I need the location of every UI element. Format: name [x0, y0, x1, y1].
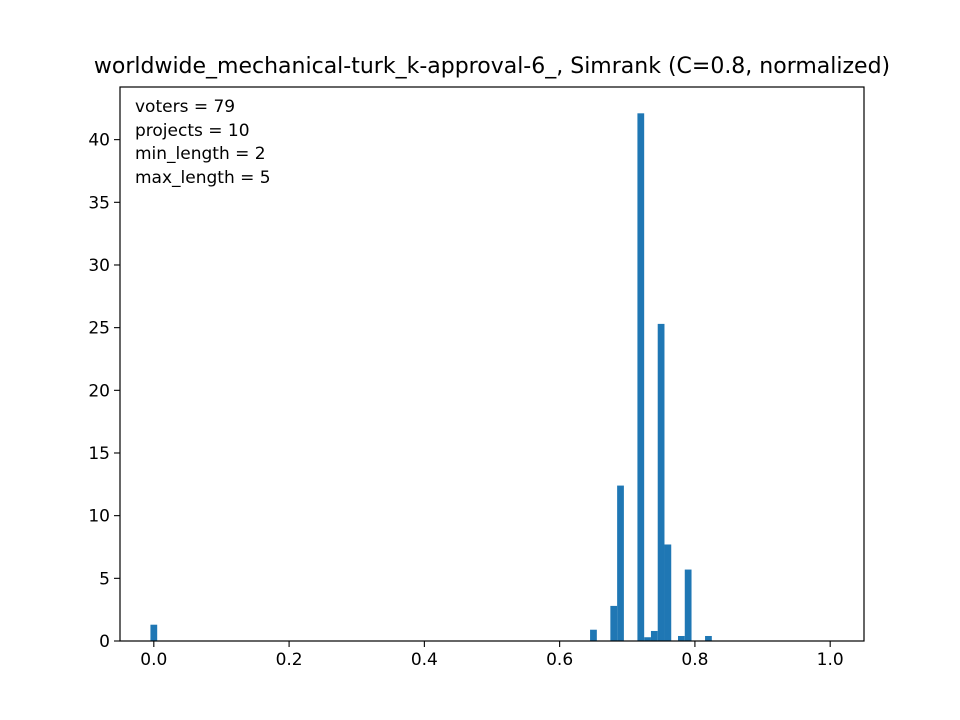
x-tick-label: 0.8	[681, 650, 708, 670]
chart-title: worldwide_mechanical-turk_k-approval-6_,…	[94, 54, 890, 79]
histogram-bar	[617, 485, 624, 641]
x-tick-label: 0.4	[411, 650, 438, 670]
plot-area-frame	[119, 86, 865, 642]
y-tick-label: 30	[88, 256, 110, 276]
annotation-min-length: min_length = 2	[135, 144, 266, 164]
histogram-bar	[590, 629, 597, 641]
y-tick-label: 15	[88, 444, 110, 464]
x-tick-label: 1.0	[817, 650, 844, 670]
y-tick-label: 25	[88, 319, 110, 339]
annotation-max-length: max_length = 5	[135, 168, 271, 188]
histogram-bar	[150, 624, 158, 641]
histogram-bar	[678, 635, 685, 641]
x-tick-label: 0.6	[546, 650, 573, 670]
histogram-bar	[684, 569, 692, 641]
annotation-voters: voters = 79	[135, 97, 235, 117]
y-tick-label: 5	[99, 569, 110, 589]
histogram-bar	[644, 637, 651, 641]
y-tick-label: 0	[99, 632, 110, 652]
y-tick-label: 10	[88, 507, 110, 527]
y-tick-label: 35	[88, 193, 110, 213]
y-tick-label: 40	[88, 131, 110, 151]
histogram-bar	[664, 544, 672, 641]
x-tick-label: 0.2	[276, 650, 303, 670]
y-tick-label: 20	[88, 381, 110, 401]
histogram-bar	[705, 635, 712, 641]
x-axis-ticks: 0.0 0.2 0.4 0.6 0.8 1.0	[140, 641, 844, 670]
histogram-bar	[610, 605, 618, 641]
histogram-bar	[657, 323, 665, 641]
annotation-projects: projects = 10	[135, 121, 250, 141]
y-axis-ticks: 0 5 10 15 20 25 30 35 40	[88, 131, 120, 652]
x-tick-label: 0.0	[140, 650, 167, 670]
bars-group	[150, 113, 712, 641]
histogram-bar	[637, 113, 645, 641]
stats-annotation: voters = 79 projects = 10 min_length = 2…	[135, 97, 271, 188]
histogram-bar	[650, 630, 658, 641]
